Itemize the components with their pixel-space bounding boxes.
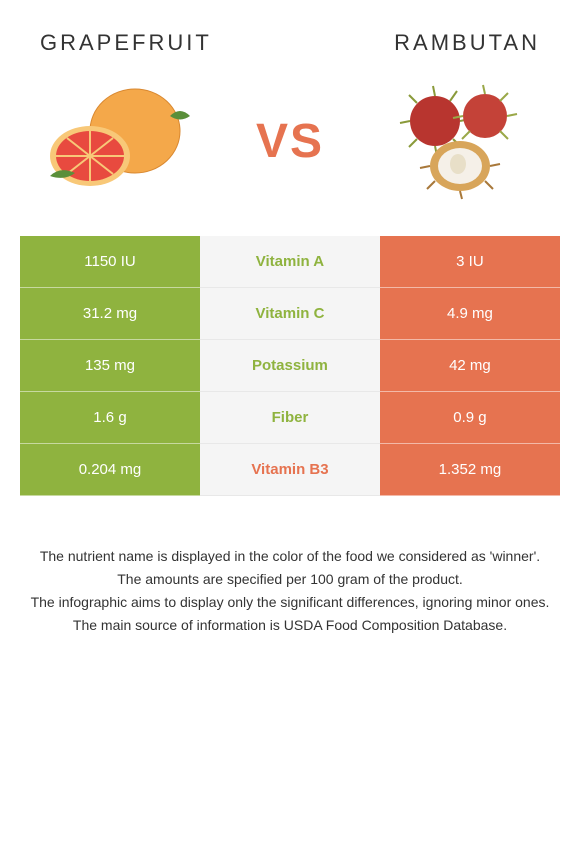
- nutrient-label: Potassium: [200, 340, 380, 392]
- footer-line: The amounts are specified per 100 gram o…: [30, 569, 550, 590]
- comparison-table: 1150 IUVitamin A3 IU31.2 mgVitamin C4.9 …: [20, 236, 560, 496]
- right-value: 4.9 mg: [380, 288, 560, 340]
- nutrient-label: Fiber: [200, 392, 380, 444]
- titles-row: Grapefruit Rambutan: [20, 30, 560, 56]
- nutrient-label: Vitamin B3: [200, 444, 380, 496]
- left-value: 31.2 mg: [20, 288, 200, 340]
- left-value: 0.204 mg: [20, 444, 200, 496]
- left-value: 1.6 g: [20, 392, 200, 444]
- table-row: 1150 IUVitamin A3 IU: [20, 236, 560, 288]
- table-row: 135 mgPotassium42 mg: [20, 340, 560, 392]
- grapefruit-image: [30, 76, 210, 206]
- nutrient-label: Vitamin C: [200, 288, 380, 340]
- right-value: 0.9 g: [380, 392, 560, 444]
- rambutan-image: [370, 76, 550, 206]
- table-row: 0.204 mgVitamin B31.352 mg: [20, 444, 560, 496]
- left-value: 135 mg: [20, 340, 200, 392]
- right-value: 1.352 mg: [380, 444, 560, 496]
- images-row: VS: [20, 76, 560, 206]
- nutrient-label: Vitamin A: [200, 236, 380, 288]
- footer-notes: The nutrient name is displayed in the co…: [20, 546, 560, 636]
- right-value: 3 IU: [380, 236, 560, 288]
- table-row: 31.2 mgVitamin C4.9 mg: [20, 288, 560, 340]
- left-title: Grapefruit: [40, 30, 212, 56]
- footer-line: The main source of information is USDA F…: [30, 615, 550, 636]
- footer-line: The nutrient name is displayed in the co…: [30, 546, 550, 567]
- right-title: Rambutan: [394, 30, 540, 56]
- footer-line: The infographic aims to display only the…: [30, 592, 550, 613]
- left-value: 1150 IU: [20, 236, 200, 288]
- vs-label: VS: [256, 114, 324, 169]
- right-value: 42 mg: [380, 340, 560, 392]
- table-row: 1.6 gFiber0.9 g: [20, 392, 560, 444]
